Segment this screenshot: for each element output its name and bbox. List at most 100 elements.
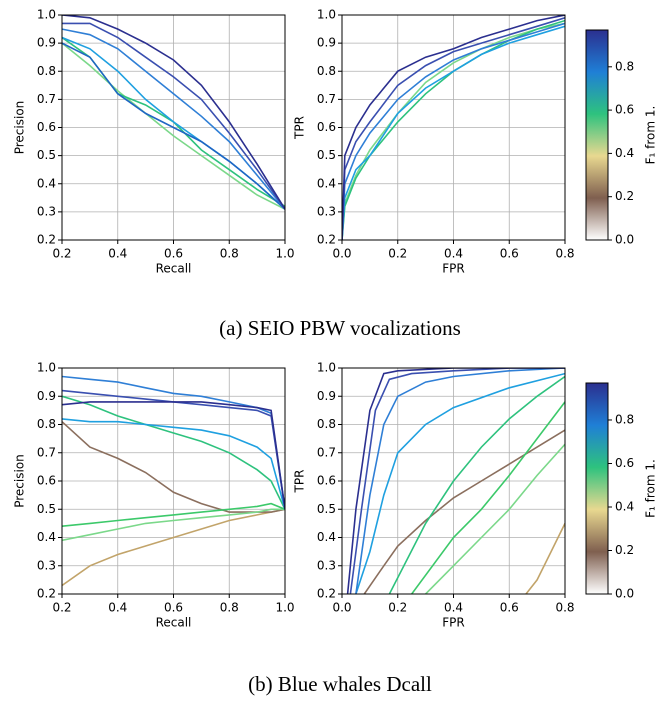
x-tick-label: 0.6 [500, 247, 519, 261]
y-tick-label: 0.4 [317, 176, 336, 190]
curve [62, 508, 285, 542]
y-axis-label: Precision [13, 454, 27, 508]
x-tick-label: 0.8 [555, 247, 574, 261]
y-tick-label: 0.6 [37, 120, 56, 134]
curve [62, 508, 285, 587]
x-tick-label: 0.4 [444, 601, 463, 615]
curve [62, 22, 285, 210]
x-tick-label: 0.0 [332, 601, 351, 615]
y-tick-label: 0.9 [317, 389, 336, 403]
y-tick-label: 0.6 [37, 474, 56, 488]
x-tick-label: 0.6 [164, 601, 183, 615]
y-tick-label: 0.6 [317, 474, 336, 488]
y-tick-label: 0.4 [317, 530, 336, 544]
axes-frame [61, 367, 286, 595]
y-tick-label: 0.5 [37, 148, 56, 162]
y-tick-label: 0.2 [317, 233, 336, 247]
y-axis-label: Precision [13, 101, 27, 155]
y-tick-label: 0.8 [317, 64, 336, 78]
y-tick-label: 0.2 [317, 587, 336, 601]
curve [342, 25, 565, 240]
x-axis-label: Recall [156, 262, 192, 276]
y-tick-label: 0.5 [317, 148, 336, 162]
colorbar-tick-label: 0.8 [615, 59, 634, 73]
curve [62, 375, 285, 510]
curve [62, 15, 285, 210]
y-tick-label: 0.9 [37, 36, 56, 50]
y-axis-label: TPR [293, 116, 307, 140]
colorbar-tick-label: 0.4 [615, 499, 634, 513]
y-tick-label: 0.3 [37, 204, 56, 218]
curve [363, 429, 565, 594]
axes-frame [341, 367, 566, 595]
colorbar-tick-label: 0.6 [615, 103, 634, 117]
colorbar-tick-label: 0.8 [615, 412, 634, 426]
curve [342, 22, 565, 240]
y-tick-label: 0.8 [37, 417, 56, 431]
y-tick-label: 0.5 [317, 502, 336, 516]
curve [62, 502, 285, 527]
curve [342, 19, 565, 240]
curve [62, 28, 285, 210]
x-tick-label: 0.8 [555, 601, 574, 615]
x-tick-label: 1.0 [275, 247, 294, 261]
colorbar-tick-label: 0.0 [615, 233, 634, 247]
curve [62, 421, 285, 513]
colorbar-tick-label: 0.6 [615, 456, 634, 470]
curve [62, 395, 285, 510]
curve [411, 401, 565, 594]
y-tick-label: 0.6 [317, 120, 336, 134]
curve [342, 17, 565, 240]
x-tick-label: 0.8 [220, 601, 239, 615]
curve [62, 389, 285, 510]
y-tick-label: 0.5 [37, 502, 56, 516]
y-tick-label: 0.7 [37, 445, 56, 459]
axes-frame [341, 14, 566, 241]
curve [62, 418, 285, 510]
x-tick-label: 0.2 [388, 601, 407, 615]
x-tick-label: 1.0 [275, 601, 294, 615]
colorbar-label: F₁ from 1. [644, 459, 657, 518]
y-tick-label: 0.4 [37, 530, 56, 544]
x-tick-label: 0.0 [332, 247, 351, 261]
x-tick-label: 0.2 [52, 247, 71, 261]
y-tick-label: 0.8 [37, 64, 56, 78]
x-tick-label: 0.4 [108, 247, 127, 261]
colorbar [585, 29, 609, 241]
curve [355, 372, 565, 594]
curve [355, 368, 565, 594]
x-tick-label: 0.6 [500, 601, 519, 615]
y-tick-label: 0.3 [317, 558, 336, 572]
x-axis-label: FPR [442, 262, 464, 276]
colorbar-tick-label: 0.2 [615, 189, 634, 203]
colorbar-tick-label: 0.0 [615, 587, 634, 601]
x-tick-label: 0.2 [388, 247, 407, 261]
x-tick-label: 0.8 [220, 247, 239, 261]
y-tick-label: 0.7 [37, 92, 56, 106]
y-tick-label: 0.3 [317, 204, 336, 218]
y-tick-label: 0.9 [317, 36, 336, 50]
curve [62, 42, 285, 210]
colorbar-label: F₁ from 1. [644, 106, 657, 165]
y-tick-label: 1.0 [317, 8, 336, 22]
curve [342, 15, 565, 240]
colorbar-tick-label: 0.2 [615, 543, 634, 557]
colorbar-tick-label: 0.4 [615, 146, 634, 160]
caption: (b) Blue whales Dcall [248, 672, 432, 696]
y-tick-label: 0.4 [37, 176, 56, 190]
axes-frame [61, 14, 286, 241]
curve [62, 401, 285, 510]
y-tick-label: 1.0 [37, 361, 56, 375]
y-tick-label: 1.0 [37, 8, 56, 22]
x-tick-label: 0.4 [108, 601, 127, 615]
caption: (a) SEIO PBW vocalizations [219, 316, 461, 340]
colorbar [585, 382, 609, 595]
y-tick-label: 0.8 [317, 417, 336, 431]
x-axis-label: Recall [156, 616, 192, 630]
x-tick-label: 0.2 [52, 601, 71, 615]
curve [388, 375, 565, 594]
x-tick-label: 0.4 [444, 247, 463, 261]
curve [525, 523, 565, 594]
x-axis-label: FPR [442, 616, 464, 630]
